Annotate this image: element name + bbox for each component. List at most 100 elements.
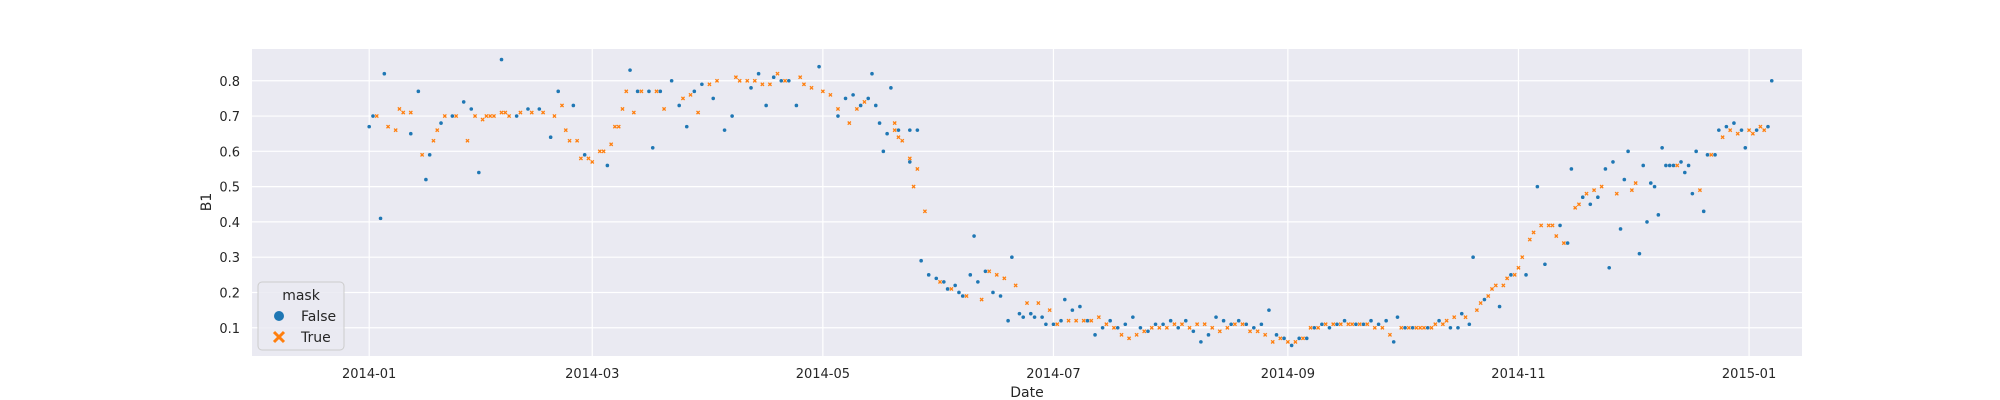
y-axis-ticks: 0.1 0.2 0.3 0.4 0.5 0.6 0.7 0.8 bbox=[219, 75, 240, 337]
data-point-true bbox=[1047, 308, 1052, 313]
y-tick-label: 0.7 bbox=[219, 110, 240, 125]
data-point-true bbox=[578, 156, 583, 161]
data-point-false bbox=[1724, 124, 1729, 129]
data-point-true bbox=[801, 82, 807, 87]
data-point-false bbox=[1100, 325, 1105, 330]
data-point-true bbox=[1142, 329, 1147, 334]
data-point-false bbox=[858, 103, 863, 108]
data-point-false bbox=[881, 149, 886, 154]
data-point-true bbox=[1232, 322, 1237, 327]
data-point-true bbox=[590, 159, 595, 164]
x-tick-label: 2014-11 bbox=[1491, 367, 1545, 382]
data-point-false bbox=[908, 128, 912, 132]
data-point-false bbox=[1626, 149, 1630, 154]
data-point-true bbox=[1278, 336, 1283, 341]
plot-background bbox=[252, 49, 1802, 356]
data-point-false bbox=[1044, 322, 1048, 327]
data-point-false bbox=[1535, 184, 1540, 189]
data-point-false bbox=[926, 273, 931, 277]
data-point-true bbox=[1728, 128, 1733, 133]
data-point-true bbox=[1592, 188, 1597, 193]
data-point-false bbox=[934, 276, 939, 281]
x-tick-label: 2014-03 bbox=[565, 367, 619, 382]
data-point-true bbox=[575, 138, 580, 143]
data-point-false bbox=[1456, 325, 1460, 330]
data-point-false bbox=[730, 114, 734, 118]
data-point-false bbox=[1361, 322, 1366, 327]
data-point-true bbox=[1127, 336, 1132, 341]
data-point-false bbox=[1252, 325, 1256, 330]
data-point-true bbox=[1240, 322, 1245, 327]
data-point-false bbox=[953, 283, 957, 288]
data-point-true bbox=[609, 142, 614, 147]
data-point-false bbox=[1543, 262, 1547, 267]
data-point-true bbox=[854, 106, 859, 112]
data-point-true bbox=[518, 110, 523, 115]
data-point-true bbox=[1270, 339, 1275, 344]
data-point-true bbox=[979, 297, 984, 302]
data-point-true bbox=[1421, 325, 1427, 330]
data-point-true bbox=[828, 92, 833, 97]
data-point-false bbox=[499, 57, 504, 62]
data-point-false bbox=[885, 131, 889, 136]
data-point-false bbox=[1070, 308, 1075, 312]
data-point-false bbox=[908, 160, 912, 164]
data-point-true bbox=[480, 117, 485, 122]
data-point-true bbox=[900, 138, 905, 143]
data-point-false bbox=[427, 153, 432, 157]
data-point-false bbox=[1671, 163, 1676, 168]
data-point-false bbox=[1214, 315, 1218, 319]
data-point-true bbox=[1576, 202, 1582, 207]
data-point-true bbox=[1493, 283, 1498, 288]
data-point-false bbox=[1161, 322, 1165, 327]
data-point-false bbox=[1622, 177, 1627, 182]
data-point-true bbox=[488, 113, 493, 119]
data-point-false bbox=[983, 269, 988, 274]
data-point-true bbox=[401, 110, 406, 115]
data-point-false bbox=[1410, 325, 1415, 330]
data-point-false bbox=[450, 114, 455, 118]
data-point-false bbox=[1153, 322, 1158, 327]
data-point-false bbox=[1320, 322, 1324, 327]
x-tick-label: 2015-01 bbox=[1722, 367, 1776, 382]
data-point-false bbox=[1131, 315, 1135, 319]
data-point-true bbox=[393, 128, 398, 133]
data-point-false bbox=[537, 107, 542, 111]
data-point-true bbox=[616, 124, 621, 129]
data-point-false bbox=[382, 71, 387, 76]
y-tick-label: 0.1 bbox=[219, 322, 240, 337]
data-point-true bbox=[1104, 322, 1109, 327]
data-point-true bbox=[552, 113, 557, 119]
data-point-false bbox=[1051, 322, 1056, 327]
data-point-false bbox=[1690, 191, 1695, 196]
data-point-false bbox=[873, 103, 878, 108]
data-point-true bbox=[1512, 272, 1517, 277]
data-point-true bbox=[1013, 283, 1018, 288]
data-point-true bbox=[922, 209, 927, 214]
data-point-false bbox=[998, 294, 1003, 298]
data-point-false bbox=[548, 135, 553, 140]
data-point-false bbox=[1667, 163, 1672, 168]
data-point-false bbox=[469, 107, 474, 111]
data-point-false bbox=[1108, 318, 1112, 323]
data-point-false bbox=[700, 82, 704, 87]
data-point-true bbox=[835, 106, 841, 112]
data-point-true bbox=[1217, 329, 1222, 334]
data-point-false bbox=[1138, 325, 1143, 330]
data-point-false bbox=[1395, 315, 1400, 319]
data-point-true bbox=[1762, 128, 1767, 133]
data-point-true bbox=[1111, 325, 1117, 330]
data-point-true bbox=[707, 82, 712, 87]
data-point-false bbox=[1607, 265, 1611, 270]
data-point-true bbox=[386, 124, 391, 129]
data-point-true bbox=[896, 135, 901, 140]
data-point-true bbox=[624, 89, 629, 94]
data-point-false bbox=[1766, 124, 1770, 129]
data-point-false bbox=[1482, 297, 1487, 302]
data-point-true bbox=[1550, 223, 1555, 228]
data-point-true bbox=[1463, 315, 1468, 320]
data-point-true bbox=[1444, 318, 1449, 323]
data-point-true bbox=[1433, 322, 1438, 327]
data-point-false bbox=[1637, 251, 1642, 256]
data-point-true bbox=[1119, 332, 1124, 337]
